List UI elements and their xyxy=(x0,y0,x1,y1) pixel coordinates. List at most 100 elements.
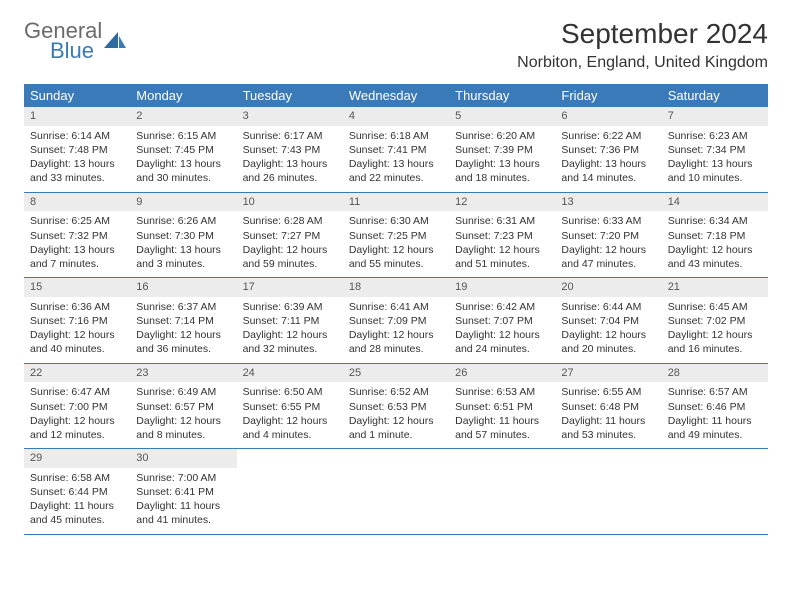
daylight-line: Daylight: 12 hours and 24 minutes. xyxy=(455,328,549,356)
calendar-cell: 18Sunrise: 6:41 AMSunset: 7:09 PMDayligh… xyxy=(343,278,449,364)
logo: General Blue xyxy=(24,18,126,64)
sunset-line: Sunset: 6:46 PM xyxy=(668,400,762,414)
calendar-cell: 16Sunrise: 6:37 AMSunset: 7:14 PMDayligh… xyxy=(130,278,236,364)
day-number: 22 xyxy=(24,364,130,383)
sunset-line: Sunset: 7:07 PM xyxy=(455,314,549,328)
sunrise-line: Sunrise: 6:30 AM xyxy=(349,214,443,228)
sunrise-line: Sunrise: 6:17 AM xyxy=(243,129,337,143)
sunrise-line: Sunrise: 6:33 AM xyxy=(561,214,655,228)
sunrise-line: Sunrise: 6:55 AM xyxy=(561,385,655,399)
daylight-line: Daylight: 13 hours and 30 minutes. xyxy=(136,157,230,185)
daylight-line: Daylight: 11 hours and 45 minutes. xyxy=(30,499,124,527)
day-details: Sunrise: 6:34 AMSunset: 7:18 PMDaylight:… xyxy=(662,211,768,277)
daylight-line: Daylight: 12 hours and 36 minutes. xyxy=(136,328,230,356)
sunset-line: Sunset: 7:48 PM xyxy=(30,143,124,157)
sunrise-line: Sunrise: 6:45 AM xyxy=(668,300,762,314)
sunrise-line: Sunrise: 6:20 AM xyxy=(455,129,549,143)
daylight-line: Daylight: 11 hours and 49 minutes. xyxy=(668,414,762,442)
day-number: 3 xyxy=(237,107,343,126)
sunset-line: Sunset: 6:55 PM xyxy=(243,400,337,414)
calendar-cell: 2Sunrise: 6:15 AMSunset: 7:45 PMDaylight… xyxy=(130,107,236,192)
day-details: Sunrise: 6:47 AMSunset: 7:00 PMDaylight:… xyxy=(24,382,130,448)
day-number: 8 xyxy=(24,193,130,212)
day-details: Sunrise: 6:58 AMSunset: 6:44 PMDaylight:… xyxy=(24,468,130,534)
day-details: Sunrise: 6:17 AMSunset: 7:43 PMDaylight:… xyxy=(237,126,343,192)
sunset-line: Sunset: 7:16 PM xyxy=(30,314,124,328)
day-number: 20 xyxy=(555,278,661,297)
day-details: Sunrise: 6:14 AMSunset: 7:48 PMDaylight:… xyxy=(24,126,130,192)
sunrise-line: Sunrise: 6:50 AM xyxy=(243,385,337,399)
day-number: 17 xyxy=(237,278,343,297)
calendar-cell: 25Sunrise: 6:52 AMSunset: 6:53 PMDayligh… xyxy=(343,363,449,449)
day-details: Sunrise: 6:25 AMSunset: 7:32 PMDaylight:… xyxy=(24,211,130,277)
day-number: 27 xyxy=(555,364,661,383)
calendar-cell: 4Sunrise: 6:18 AMSunset: 7:41 PMDaylight… xyxy=(343,107,449,192)
calendar-cell: 17Sunrise: 6:39 AMSunset: 7:11 PMDayligh… xyxy=(237,278,343,364)
sunrise-line: Sunrise: 6:58 AM xyxy=(30,471,124,485)
calendar-cell: 12Sunrise: 6:31 AMSunset: 7:23 PMDayligh… xyxy=(449,192,555,278)
calendar-cell: 30Sunrise: 7:00 AMSunset: 6:41 PMDayligh… xyxy=(130,449,236,535)
sunset-line: Sunset: 7:02 PM xyxy=(668,314,762,328)
daylight-line: Daylight: 13 hours and 22 minutes. xyxy=(349,157,443,185)
day-number: 28 xyxy=(662,364,768,383)
daylight-line: Daylight: 12 hours and 47 minutes. xyxy=(561,243,655,271)
sunrise-line: Sunrise: 6:28 AM xyxy=(243,214,337,228)
daylight-line: Daylight: 13 hours and 10 minutes. xyxy=(668,157,762,185)
daylight-line: Daylight: 12 hours and 16 minutes. xyxy=(668,328,762,356)
day-details: Sunrise: 6:37 AMSunset: 7:14 PMDaylight:… xyxy=(130,297,236,363)
calendar-body: 1Sunrise: 6:14 AMSunset: 7:48 PMDaylight… xyxy=(24,107,768,534)
sunrise-line: Sunrise: 6:44 AM xyxy=(561,300,655,314)
sunrise-line: Sunrise: 6:47 AM xyxy=(30,385,124,399)
day-details: Sunrise: 6:23 AMSunset: 7:34 PMDaylight:… xyxy=(662,126,768,192)
weekday-header: Thursday xyxy=(449,84,555,107)
sunset-line: Sunset: 6:44 PM xyxy=(30,485,124,499)
sunset-line: Sunset: 6:51 PM xyxy=(455,400,549,414)
sunset-line: Sunset: 7:23 PM xyxy=(455,229,549,243)
day-number: 23 xyxy=(130,364,236,383)
sunset-line: Sunset: 7:30 PM xyxy=(136,229,230,243)
calendar-cell: 14Sunrise: 6:34 AMSunset: 7:18 PMDayligh… xyxy=(662,192,768,278)
sunset-line: Sunset: 7:41 PM xyxy=(349,143,443,157)
calendar-cell: 28 Sunrise: 6:57 AMSunset: 6:46 PMDayligh… xyxy=(662,363,768,449)
calendar-cell: 3Sunrise: 6:17 AMSunset: 7:43 PMDaylight… xyxy=(237,107,343,192)
day-number: 4 xyxy=(343,107,449,126)
sunrise-line: Sunrise: 6:49 AM xyxy=(136,385,230,399)
logo-sail-icon xyxy=(104,32,126,50)
daylight-line: Daylight: 12 hours and 40 minutes. xyxy=(30,328,124,356)
sunrise-line: Sunrise: 7:00 AM xyxy=(136,471,230,485)
day-number: 1 xyxy=(24,107,130,126)
sunrise-line: Sunrise: 6:18 AM xyxy=(349,129,443,143)
daylight-line: Daylight: 12 hours and 1 minute. xyxy=(349,414,443,442)
day-details: Sunrise: 6:15 AMSunset: 7:45 PMDaylight:… xyxy=(130,126,236,192)
sunrise-line: Sunrise: 6:37 AM xyxy=(136,300,230,314)
sunrise-line: Sunrise: 6:57 AM xyxy=(668,385,762,399)
calendar-cell xyxy=(662,449,768,535)
sunset-line: Sunset: 7:00 PM xyxy=(30,400,124,414)
day-number: 21 xyxy=(662,278,768,297)
daylight-line: Daylight: 12 hours and 12 minutes. xyxy=(30,414,124,442)
sunrise-line: Sunrise: 6:39 AM xyxy=(243,300,337,314)
calendar-cell: 9Sunrise: 6:26 AMSunset: 7:30 PMDaylight… xyxy=(130,192,236,278)
sunset-line: Sunset: 6:53 PM xyxy=(349,400,443,414)
daylight-line: Daylight: 12 hours and 20 minutes. xyxy=(561,328,655,356)
weekday-header: Monday xyxy=(130,84,236,107)
calendar-cell: 21 Sunrise: 6:45 AMSunset: 7:02 PMDayligh… xyxy=(662,278,768,364)
sunset-line: Sunset: 7:04 PM xyxy=(561,314,655,328)
calendar-cell xyxy=(555,449,661,535)
calendar-cell: 11Sunrise: 6:30 AMSunset: 7:25 PMDayligh… xyxy=(343,192,449,278)
day-number: 29 xyxy=(24,449,130,468)
day-details: Sunrise: 6:20 AMSunset: 7:39 PMDaylight:… xyxy=(449,126,555,192)
calendar-cell: 5Sunrise: 6:20 AMSunset: 7:39 PMDaylight… xyxy=(449,107,555,192)
sunset-line: Sunset: 7:14 PM xyxy=(136,314,230,328)
calendar-cell: 19Sunrise: 6:42 AMSunset: 7:07 PMDayligh… xyxy=(449,278,555,364)
sunset-line: Sunset: 7:25 PM xyxy=(349,229,443,243)
day-details: Sunrise: 6:18 AMSunset: 7:41 PMDaylight:… xyxy=(343,126,449,192)
calendar-cell: 27Sunrise: 6:55 AMSunset: 6:48 PMDayligh… xyxy=(555,363,661,449)
calendar-cell: 10Sunrise: 6:28 AMSunset: 7:27 PMDayligh… xyxy=(237,192,343,278)
day-details: Sunrise: 6:50 AMSunset: 6:55 PMDaylight:… xyxy=(237,382,343,448)
day-details: Sunrise: 6:49 AMSunset: 6:57 PMDaylight:… xyxy=(130,382,236,448)
day-details: Sunrise: 6:22 AMSunset: 7:36 PMDaylight:… xyxy=(555,126,661,192)
sunset-line: Sunset: 6:41 PM xyxy=(136,485,230,499)
calendar-cell: 22Sunrise: 6:47 AMSunset: 7:00 PMDayligh… xyxy=(24,363,130,449)
sunrise-line: Sunrise: 6:34 AM xyxy=(668,214,762,228)
